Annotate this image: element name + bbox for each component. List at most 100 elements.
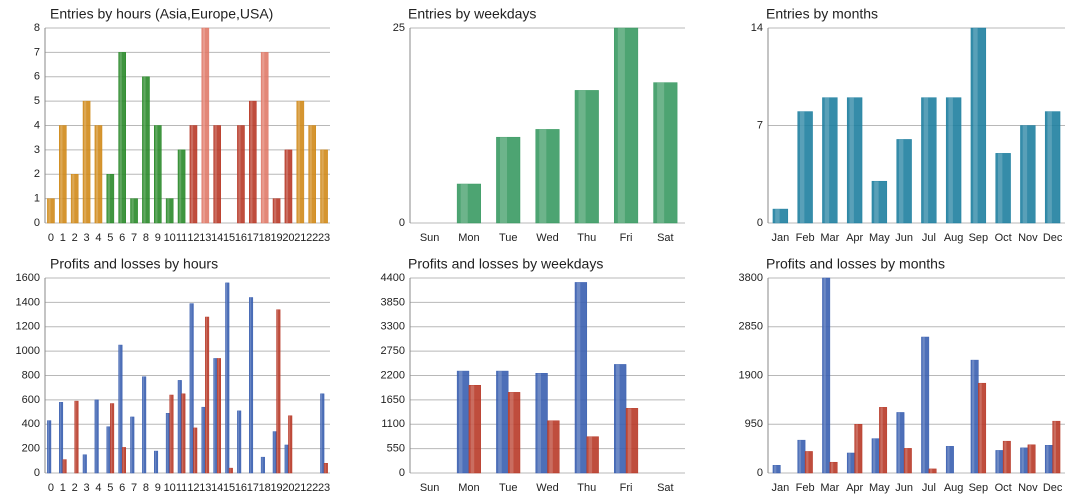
bar-sheen <box>288 415 291 473</box>
bar <box>535 129 560 224</box>
bar-sheen <box>898 139 904 223</box>
bar-sheen <box>193 427 196 473</box>
bar <box>846 97 863 224</box>
x-tick-label: Mar <box>820 482 839 494</box>
bar-sheen <box>154 451 156 473</box>
bar <box>822 97 838 224</box>
x-tick-label: Feb <box>796 232 815 244</box>
bar-sheen <box>297 101 300 223</box>
bar-sheen <box>324 463 326 473</box>
bar-sheen <box>321 149 324 223</box>
bar <box>177 149 186 224</box>
bar-sheen <box>285 149 289 223</box>
bar-sheen <box>997 153 1003 223</box>
y-tick-label: 400 <box>22 418 40 430</box>
bar <box>59 402 64 474</box>
bar-sheen <box>167 198 170 223</box>
bar <box>249 100 257 224</box>
bar-sheen <box>537 373 542 473</box>
bar-sheen <box>83 454 85 473</box>
bar <box>154 450 159 474</box>
bar <box>945 446 954 474</box>
y-tick-label: 2850 <box>739 321 763 333</box>
bar-sheen <box>1028 444 1032 473</box>
bar <box>47 198 55 224</box>
bar <box>586 436 599 474</box>
x-tick-label: Apr <box>846 482 863 494</box>
bar <box>82 454 87 474</box>
y-tick-label: 4 <box>34 119 40 131</box>
bar-sheen <box>170 395 172 473</box>
bar-sheen <box>973 28 978 223</box>
x-tick-label: Wed <box>536 232 558 244</box>
bar-sheen <box>848 452 851 473</box>
bar-sheen <box>923 97 929 223</box>
x-tick-label: 3 <box>84 482 90 494</box>
bar-sheen <box>1053 421 1056 473</box>
chart-title: Entries by hours (Asia,Europe,USA) <box>50 6 273 22</box>
y-tick-label: 1400 <box>16 296 40 308</box>
bar-sheen <box>119 345 121 473</box>
x-tick-label: 10 <box>164 482 176 494</box>
x-tick-label: Jun <box>895 482 913 494</box>
bar-sheen <box>1004 441 1007 473</box>
bar <box>829 461 838 474</box>
x-tick-label: 13 <box>199 232 211 244</box>
bar <box>296 100 305 224</box>
bar-sheen <box>274 198 277 223</box>
x-tick-label: Jul <box>922 482 936 494</box>
bar <box>456 183 481 224</box>
bar-sheen <box>202 407 204 473</box>
bar <box>945 97 962 224</box>
x-tick-label: 3 <box>84 232 90 244</box>
bar-sheen <box>249 297 251 473</box>
bar-sheen <box>72 174 75 223</box>
bar-sheen <box>775 209 780 223</box>
bar-sheen <box>824 97 830 223</box>
bar-sheen <box>929 468 933 473</box>
bar-sheen <box>321 393 323 473</box>
x-tick-label: Wed <box>536 482 558 494</box>
x-tick-label: 19 <box>270 482 282 494</box>
bar-sheen <box>947 446 950 473</box>
y-tick-label: 600 <box>22 394 40 406</box>
bar <box>181 393 186 474</box>
bar-sheen <box>75 401 77 473</box>
y-tick-label: 7 <box>757 119 763 131</box>
x-tick-label: Tue <box>499 232 518 244</box>
y-tick-label: 1650 <box>381 394 405 406</box>
y-tick-label: 1 <box>34 193 40 205</box>
bar-sheen <box>1046 445 1049 473</box>
x-tick-label: Jan <box>772 482 790 494</box>
bar <box>130 198 138 224</box>
x-tick-label: Mon <box>458 482 479 494</box>
y-tick-label: 1200 <box>16 321 40 333</box>
y-tick-label: 0 <box>34 467 40 479</box>
bar-sheen <box>178 380 180 473</box>
x-tick-label: Dec <box>1043 482 1063 494</box>
x-tick-label: 11 <box>176 482 187 494</box>
x-tick-label: Thu <box>577 232 596 244</box>
bar <box>284 149 293 224</box>
bar <box>82 100 91 224</box>
bar-sheen <box>143 76 146 223</box>
bar-sheen <box>880 407 883 473</box>
bar <box>216 358 221 474</box>
bar-sheen <box>657 82 665 223</box>
bar-sheen <box>63 459 65 473</box>
bar-sheen <box>823 278 826 473</box>
bar <box>879 407 888 474</box>
bar-sheen <box>309 125 312 223</box>
x-tick-label: Feb <box>796 482 815 494</box>
bar <box>225 282 230 474</box>
bar <box>213 125 221 224</box>
bar <box>871 180 888 224</box>
bar <box>249 297 254 474</box>
x-tick-label: Fri <box>620 482 633 494</box>
bar <box>1027 444 1036 474</box>
y-tick-label: 1900 <box>739 369 763 381</box>
bar <box>106 174 115 224</box>
x-tick-label: 16 <box>235 232 247 244</box>
x-tick-label: 15 <box>223 482 235 494</box>
x-tick-label: Jun <box>895 232 913 244</box>
